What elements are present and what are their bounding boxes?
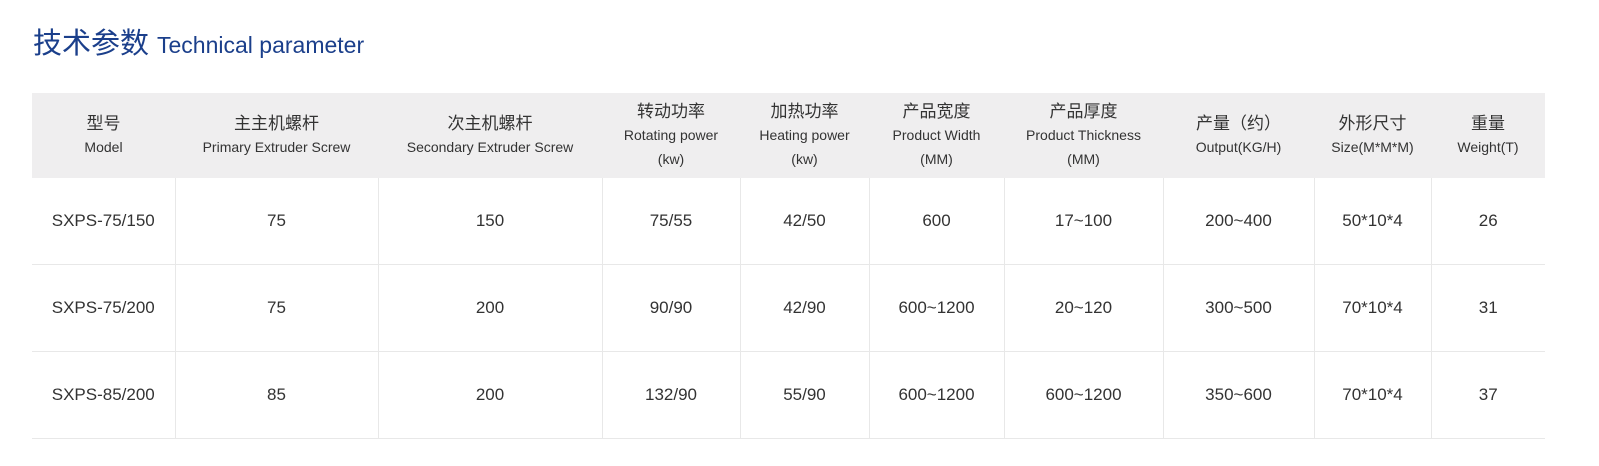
column-header: 转动功率 Rotating power (kw)	[602, 93, 740, 178]
header-en: Heating power	[759, 126, 850, 143]
section-title: 技术参数 Technical parameter	[33, 20, 364, 62]
table-cell: 42/90	[739, 264, 869, 352]
title-cn: 技术参数	[33, 28, 150, 60]
header-cn: 产量（约）	[1196, 113, 1281, 133]
table-cell: 90/90	[601, 264, 740, 352]
header-unit: (kw)	[657, 150, 685, 167]
table-cell: 75	[174, 264, 378, 352]
header-en: Output(KG/H)	[1195, 138, 1282, 155]
header-cn: 主主机螺杆	[234, 113, 319, 133]
table-row: SXPS-75/150 75 150 75/55 42/50 600 17~100 200~4…	[32, 178, 1545, 265]
header-cn: 次主机螺杆	[447, 113, 533, 133]
column-header: 次主机螺杆 Secondary Extruder Screw	[378, 93, 602, 178]
table-cell: 200~400	[1162, 178, 1314, 265]
header-en: Rotating power	[623, 126, 719, 143]
header-en: Weight(T)	[1457, 138, 1519, 155]
header-cn: 转动功率	[637, 101, 705, 121]
table-cell: 600~1200	[1003, 351, 1163, 439]
table-cell: 70*10*4	[1313, 264, 1431, 352]
table-cell: 300~500	[1162, 264, 1314, 352]
table-cell: 600~1200	[868, 351, 1004, 439]
table-cell: 26	[1430, 178, 1545, 265]
table-cell: 600	[868, 178, 1004, 265]
header-cn: 外形尺寸	[1338, 113, 1407, 133]
table-cell: 75/55	[601, 178, 740, 265]
header-en: Secondary Extruder Screw	[406, 138, 574, 155]
table-cell: 85	[174, 351, 378, 439]
table-cell: 200	[377, 351, 602, 439]
header-unit: (MM)	[1067, 150, 1100, 167]
column-header: 重量 Weight(T)	[1431, 93, 1545, 178]
table-cell: 132/90	[601, 351, 740, 439]
table-cell: 200	[377, 264, 602, 352]
table-cell: 37	[1430, 351, 1545, 439]
table-cell: 55/90	[739, 351, 869, 439]
column-header: 外形尺寸 Size(M*M*M)	[1314, 93, 1431, 178]
table-cell: 75	[174, 178, 378, 265]
table-cell: SXPS-75/150	[32, 178, 175, 265]
header-cn: 重量	[1471, 113, 1505, 133]
table-cell: SXPS-75/200	[32, 264, 175, 352]
table-cell: 150	[377, 178, 602, 265]
header-cn: 加热功率	[770, 101, 839, 121]
table-row: SXPS-85/200 85 200 132/90 55/90 600~1200 600~1…	[32, 351, 1545, 439]
header-en: Size(M*M*M)	[1331, 138, 1414, 155]
column-header: 产品宽度 Product Width (MM)	[869, 93, 1004, 178]
header-cn: 型号	[86, 113, 121, 133]
table-header: 型号 Model 主主机螺杆 Primary Extruder Screw 次主机螺杆 S…	[32, 93, 1545, 178]
column-header: 加热功率 Heating power (kw)	[740, 93, 869, 178]
table-row: SXPS-75/200 75 200 90/90 42/90 600~1200 20~120…	[32, 264, 1545, 352]
table-cell: 70*10*4	[1313, 351, 1431, 439]
table-cell: 350~600	[1162, 351, 1314, 439]
header-en: Product Width	[892, 126, 981, 143]
table-cell: 17~100	[1003, 178, 1163, 265]
table-cell: 20~120	[1003, 264, 1163, 352]
column-header: 产品厚度 Product Thickness (MM)	[1004, 93, 1163, 178]
column-header: 主主机螺杆 Primary Extruder Screw	[175, 93, 378, 178]
title-en: Technical parameter	[157, 32, 365, 58]
header-en: Product Thickness	[1026, 126, 1141, 143]
header-unit: (MM)	[920, 150, 953, 167]
parameter-table: 型号 Model 主主机螺杆 Primary Extruder Screw 次主机螺杆 S…	[32, 93, 1545, 439]
table-cell: 31	[1430, 264, 1545, 352]
table-cell: 600~1200	[868, 264, 1004, 352]
header-cn: 产品厚度	[1049, 101, 1118, 121]
table-cell: SXPS-85/200	[32, 351, 175, 439]
table-cell: 42/50	[739, 178, 869, 265]
header-cn: 产品宽度	[902, 101, 971, 121]
header-en: Model	[84, 138, 123, 155]
table-cell: 50*10*4	[1313, 178, 1431, 265]
column-header: 型号 Model	[32, 93, 175, 178]
column-header: 产量（约） Output(KG/H)	[1163, 93, 1314, 178]
header-en: Primary Extruder Screw	[202, 138, 351, 155]
header-unit: (kw)	[791, 150, 818, 167]
